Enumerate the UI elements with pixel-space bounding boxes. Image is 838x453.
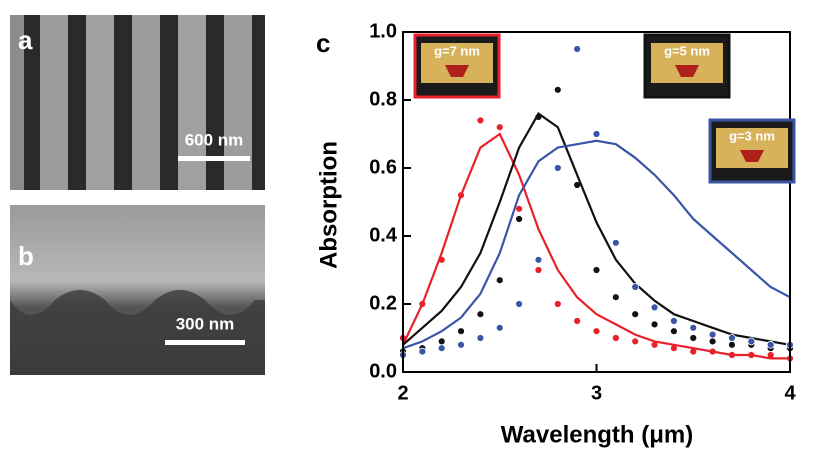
simulated-point bbox=[515, 204, 523, 213]
simulated-point bbox=[728, 340, 736, 349]
simulated-point bbox=[631, 337, 640, 346]
simulated-point bbox=[553, 300, 562, 308]
simulated-point bbox=[747, 337, 756, 346]
scale-bar-label: 600 nm bbox=[185, 130, 244, 149]
inset: g=7 nm bbox=[413, 33, 501, 99]
simulated-point bbox=[650, 320, 659, 329]
inset-gap bbox=[740, 150, 764, 162]
inset-label: g=3 nm bbox=[729, 128, 775, 143]
simulated-point bbox=[457, 340, 465, 349]
simulated-point bbox=[553, 164, 562, 172]
inset-label: g=7 nm bbox=[434, 43, 480, 58]
scale-bar-label: 300 nm bbox=[176, 314, 235, 333]
inset: g=5 nm bbox=[643, 33, 731, 99]
y-tick-label: 0.6 bbox=[369, 156, 397, 178]
simulated-point bbox=[689, 323, 698, 332]
simulated-point bbox=[708, 330, 717, 339]
y-tick-label: 1.0 bbox=[369, 20, 397, 42]
simulated-point bbox=[476, 334, 485, 342]
simulated-point bbox=[476, 116, 485, 125]
panel-label: b bbox=[18, 241, 34, 271]
y-tick-label: 0.2 bbox=[369, 292, 397, 314]
inset-gap bbox=[675, 65, 699, 77]
panel-label: c bbox=[316, 28, 330, 58]
measured-line bbox=[402, 132, 790, 360]
simulated-point bbox=[573, 317, 582, 325]
simulated-point bbox=[766, 340, 775, 349]
x-axis-label: Wavelength (μm) bbox=[501, 421, 693, 448]
simulated-point bbox=[418, 347, 427, 356]
simulated-point bbox=[631, 283, 640, 291]
simulated-point bbox=[495, 276, 504, 285]
x-tick-label: 4 bbox=[784, 382, 796, 404]
simulated-point bbox=[515, 215, 523, 223]
sem-image-b: b 300 nm bbox=[10, 205, 265, 375]
simulated-point bbox=[534, 266, 543, 274]
simulated-point bbox=[457, 327, 465, 336]
simulated-point bbox=[670, 327, 678, 336]
x-tick-label: 3 bbox=[591, 382, 602, 404]
simulated-point bbox=[728, 334, 736, 342]
simulated-point bbox=[495, 323, 504, 332]
simulated-point bbox=[650, 303, 659, 312]
simulated-point bbox=[553, 85, 562, 94]
simulated-point bbox=[437, 337, 446, 346]
inset-label: g=5 nm bbox=[664, 43, 710, 58]
simulated-point bbox=[592, 130, 601, 138]
simulated-point bbox=[631, 310, 640, 319]
x-tick-label: 2 bbox=[397, 382, 408, 404]
inset-gap bbox=[445, 65, 469, 77]
simulated-point bbox=[534, 255, 543, 264]
y-tick-label: 0.8 bbox=[369, 88, 397, 110]
simulated-point bbox=[592, 327, 601, 336]
simulated-point bbox=[476, 310, 485, 319]
y-tick-label: 0.4 bbox=[369, 224, 398, 246]
simulated-point bbox=[708, 337, 717, 346]
panel-label: a bbox=[18, 25, 33, 55]
simulated-point bbox=[689, 334, 698, 342]
inset: g=3 nm bbox=[708, 118, 796, 184]
measured-line bbox=[402, 112, 791, 346]
simulated-point bbox=[670, 317, 678, 325]
y-axis-label: Absorption bbox=[315, 141, 342, 269]
simulated-point bbox=[611, 293, 620, 302]
y-tick-label: 0.0 bbox=[369, 360, 397, 382]
simulated-point bbox=[437, 344, 446, 353]
simulated-point bbox=[611, 334, 620, 342]
sem-image-a: a 600 nm bbox=[10, 15, 265, 190]
simulated-point bbox=[611, 238, 620, 247]
simulated-point bbox=[573, 45, 582, 53]
measured-line bbox=[402, 139, 791, 350]
simulated-point bbox=[592, 266, 601, 274]
simulated-point bbox=[495, 123, 504, 132]
simulated-point bbox=[515, 300, 523, 308]
